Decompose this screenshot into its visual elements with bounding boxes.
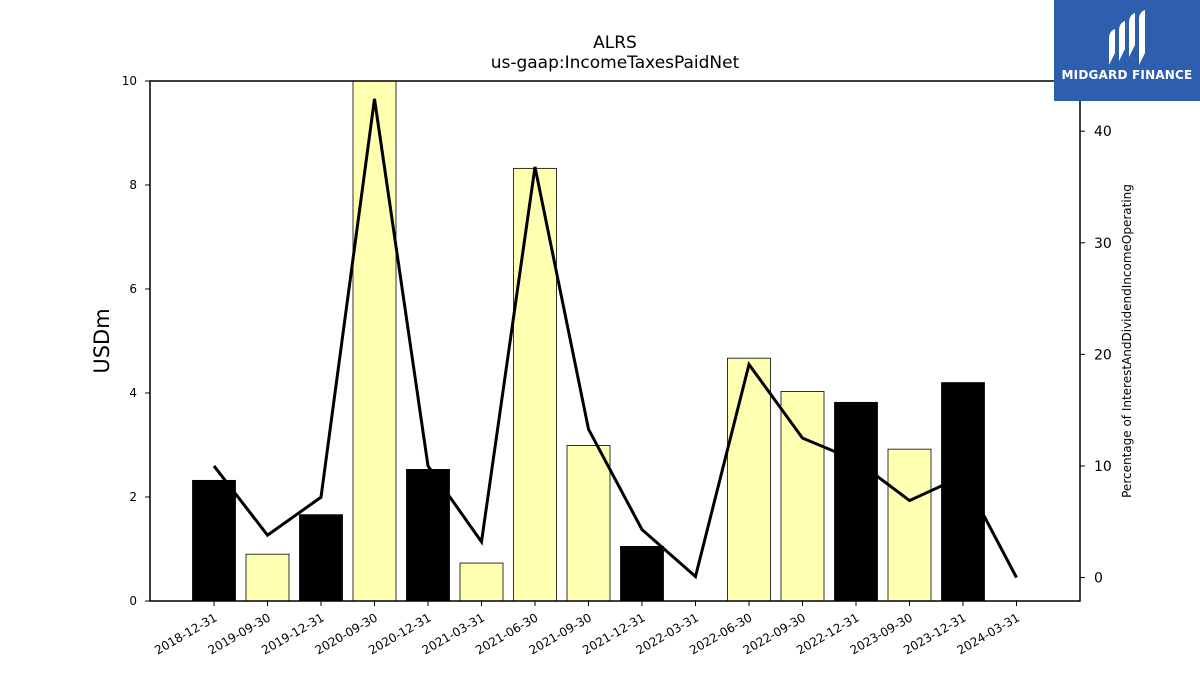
y-axis-right-label: Percentage of InterestAndDividendIncomeO… — [1120, 184, 1134, 498]
bar-2022-06-30 — [727, 357, 771, 602]
bar-2021-03-31 — [459, 562, 504, 602]
bar-2021-12-31 — [620, 546, 664, 602]
bar-2023-09-30 — [887, 448, 932, 602]
midgard-logo-icon — [1109, 10, 1145, 65]
bar-2019-09-30 — [245, 553, 290, 602]
y-right-tick-label: 40 — [1094, 124, 1112, 140]
bar-2023-12-31 — [941, 382, 985, 602]
plot-frame — [149, 80, 1081, 602]
line-path — [212, 98, 1018, 580]
bar-series — [192, 80, 985, 602]
bar-2022-12-31 — [834, 401, 878, 602]
y-right-tick-label: 0 — [1094, 571, 1103, 587]
x-axis: 2018-12-312019-09-302019-12-312020-09-30… — [152, 601, 1022, 657]
y-tick-label: 10 — [122, 74, 137, 88]
line-series — [212, 98, 1018, 580]
y-tick-label: 4 — [129, 386, 137, 400]
brand-logo: MIDGARD FINANCE — [1054, 0, 1200, 101]
y-tick-label: 0 — [129, 594, 137, 608]
bar-2021-09-30 — [566, 445, 611, 602]
bar-2022-09-30 — [780, 391, 825, 602]
bar-2019-12-31 — [299, 514, 343, 602]
y-tick-label: 8 — [129, 178, 137, 192]
y-right-tick-label: 20 — [1094, 347, 1112, 363]
y-right-tick-label: 10 — [1094, 459, 1112, 475]
y-axis-label: USDm — [90, 308, 114, 373]
y-tick-label: 6 — [129, 282, 137, 296]
right-axis: 0 10 20 30 40 — [1080, 124, 1112, 587]
left-axis: 0 2 4 6 8 10 — [122, 74, 150, 608]
chart-title: ALRS — [593, 33, 637, 53]
y-right-tick-label: 30 — [1094, 236, 1112, 252]
bar-2020-09-30 — [352, 80, 397, 602]
y-tick-label: 2 — [129, 490, 137, 504]
logo-text: MIDGARD FINANCE — [1061, 68, 1193, 82]
chart-subtitle: us-gaap:IncomeTaxesPaidNet — [491, 53, 740, 73]
bar-2018-12-31 — [192, 479, 236, 602]
bar-2020-12-31 — [406, 469, 450, 602]
